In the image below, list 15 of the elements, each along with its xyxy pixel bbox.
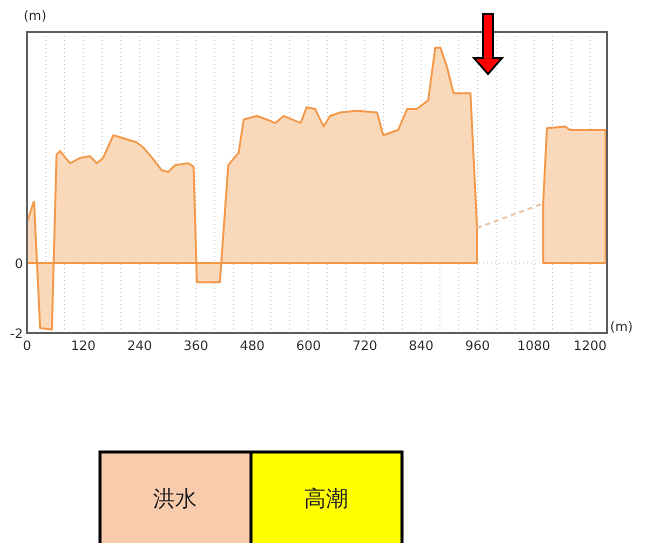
y-axis-title: (m) [24,9,46,24]
x-tick-label: 120 [70,339,96,354]
x-tick-label: 1080 [517,339,550,354]
y-tick-label: -2 [10,327,23,342]
x-tick-label: 720 [352,339,378,354]
x-tick-label: 1200 [574,339,607,354]
x-tick-label: 840 [408,339,434,354]
x-tick-label: 240 [127,339,152,354]
text: 高潮 [304,487,348,512]
x-tick-label: 360 [184,339,208,354]
x-tick-label: 600 [296,339,321,354]
text: 洪水 [153,487,197,512]
x-tick-label: 960 [465,339,490,354]
x-axis-title: (m) [610,320,633,335]
x-tick-label: 480 [240,339,265,354]
